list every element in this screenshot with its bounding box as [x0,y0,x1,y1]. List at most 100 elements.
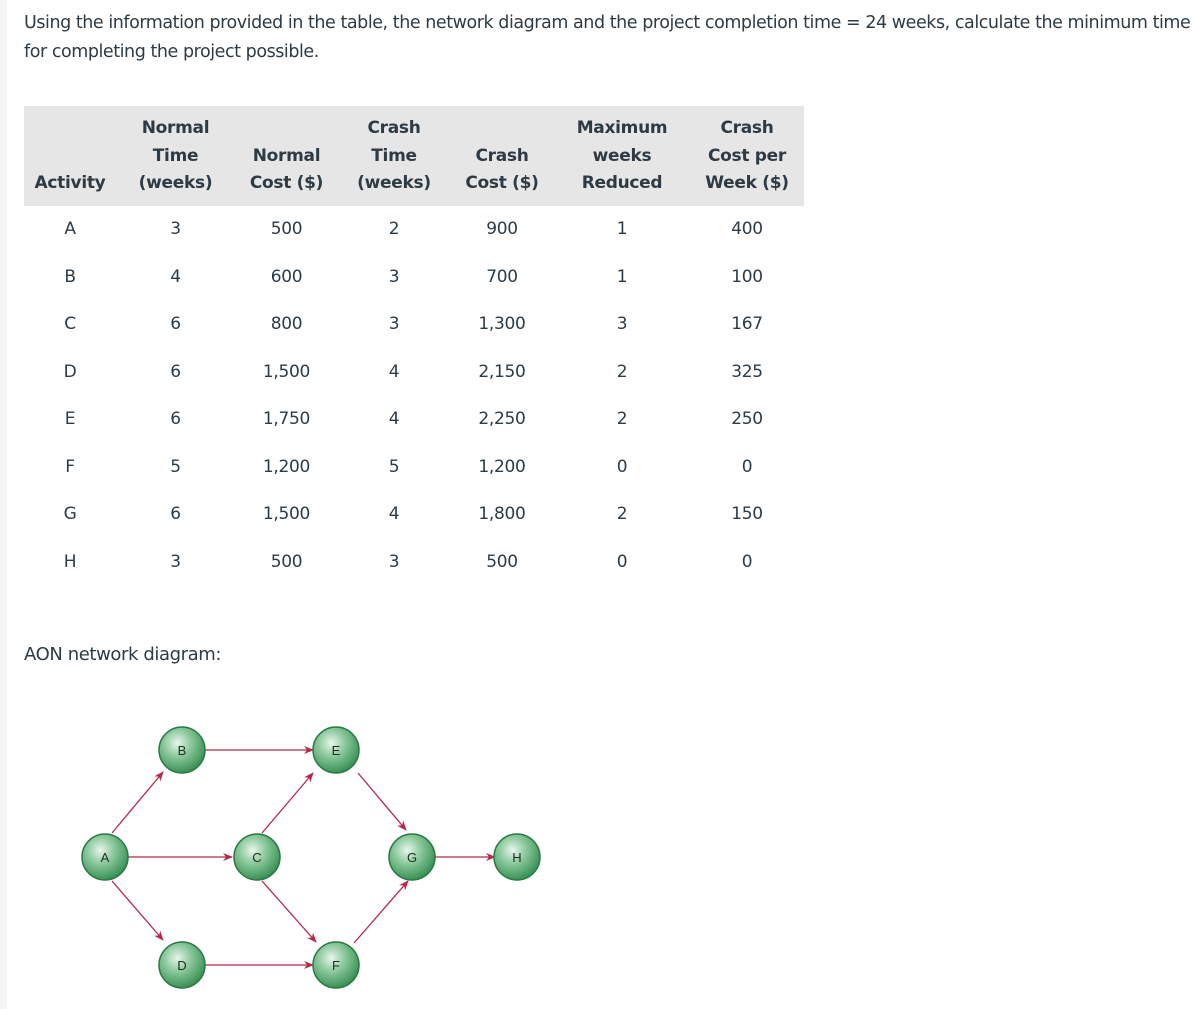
cell-normal-cost: 800 [270,314,303,335]
left-margin-strip [0,0,7,1009]
svg-text:G: G [407,850,417,865]
table-row: C 6 800 3 1,300 3 167 [24,301,804,349]
arrow-e-g [357,772,407,831]
table-row: G 6 1,500 4 1,800 2 150 [24,491,804,539]
cell-crash-time: 3 [388,551,400,572]
cell-crash-cost-per-week: 250 [731,409,763,430]
cell-crash-cost-per-week: 150 [731,504,763,525]
svg-text:E: E [332,743,341,758]
cell-crash-time: 3 [388,314,400,335]
cell-activity: C [64,314,76,335]
cell-normal-cost: 500 [270,219,303,240]
cell-normal-cost: 1,500 [262,361,311,382]
diagram-label: AON network diagram: [24,644,222,665]
cell-activity: D [63,361,77,382]
cell-crash-cost-per-week: 100 [731,266,763,287]
arrow-f-g [353,880,409,944]
cell-max-weeks-reduced: 1 [616,219,628,240]
header-normal-cost: Normal Cost ($) [249,145,324,194]
arrow-a-d [111,880,164,941]
table-row: E 6 1,750 4 2,250 2 250 [24,396,804,444]
cell-activity: B [64,266,76,287]
cell-max-weeks-reduced: 0 [616,456,628,477]
table-row: B 4 600 3 700 1 100 [24,253,804,301]
header-crash-cost: Crash Cost ($) [465,145,539,194]
arrow-c-e [261,772,314,834]
cell-crash-time: 4 [388,409,400,430]
cell-crash-time: 2 [388,219,400,240]
cell-max-weeks-reduced: 2 [616,361,628,382]
table-row: H 3 500 3 500 0 0 [24,538,804,586]
cell-normal-time: 5 [170,456,181,477]
svg-text:C: C [252,850,261,865]
cell-max-weeks-reduced: 2 [616,504,628,525]
cell-crash-cost: 900 [486,219,518,240]
svg-text:A: A [101,850,110,865]
table-header-row: Activity Normal Time (weeks) Normal Cost ($… [24,106,804,206]
node-g: G [388,833,436,881]
header-crash-time: Crash Time (weeks) [357,118,431,193]
table-row: A 3 500 2 900 1 400 [24,206,804,254]
cell-crash-cost: 2,250 [478,409,526,430]
svg-text:F: F [332,958,340,973]
node-a: A [81,833,129,881]
cell-crash-cost: 1,300 [478,314,526,335]
cell-normal-cost: 500 [270,551,303,572]
node-b: B [158,726,206,774]
header-activity: Activity [34,173,106,193]
cell-normal-cost: 600 [270,266,303,287]
cell-activity: F [65,456,75,477]
svg-text:B: B [178,743,187,758]
cell-crash-cost: 2,150 [478,361,526,382]
cell-normal-time: 4 [170,266,181,287]
cell-max-weeks-reduced: 2 [616,409,628,430]
node-c: C [233,833,281,881]
cell-normal-cost: 1,750 [262,409,311,430]
cell-normal-time: 6 [170,314,181,335]
cell-normal-time: 3 [170,219,181,240]
cell-crash-time: 4 [388,504,400,525]
cell-crash-cost-per-week: 325 [731,361,763,382]
header-crash-cost-per-week: Crash Cost per Week ($) [705,118,789,193]
node-h: H [493,833,541,881]
aon-network-diagram: A B C D E F G H [81,726,541,989]
cell-crash-cost: 500 [486,551,518,572]
node-e: E [312,726,360,774]
cell-crash-cost: 1,800 [478,504,526,525]
cell-activity: H [63,551,77,572]
cell-activity: G [63,504,77,525]
cell-max-weeks-reduced: 1 [616,266,628,287]
cell-normal-cost: 1,200 [262,456,311,477]
cell-crash-cost: 1,200 [478,456,526,477]
node-f: F [312,941,360,989]
cell-crash-time: 5 [388,456,400,477]
cell-crash-time: 3 [388,266,400,287]
table-row: F 5 1,200 5 1,200 0 0 [24,443,804,491]
cell-max-weeks-reduced: 3 [616,314,628,335]
cell-normal-time: 6 [170,504,181,525]
header-normal-time: Normal Time (weeks) [138,118,213,193]
arrows [111,746,496,969]
header-max-weeks-reduced: Maximum weeks Reduced [576,118,668,193]
cell-crash-cost-per-week: 0 [741,551,753,572]
cell-crash-cost-per-week: 0 [741,456,753,477]
cell-normal-time: 6 [170,361,181,382]
activity-table: Activity Normal Time (weeks) Normal Cost ($… [24,106,804,586]
cell-normal-time: 6 [170,409,181,430]
cell-crash-cost-per-week: 167 [731,314,763,335]
arrow-a-b [111,771,164,834]
cell-max-weeks-reduced: 0 [616,551,628,572]
svg-text:D: D [177,958,186,973]
cell-crash-cost: 700 [486,266,518,287]
question-text: Using the information provided in the ta… [24,13,1191,62]
cell-activity: E [64,409,76,430]
cell-crash-cost-per-week: 400 [731,219,763,240]
cell-normal-cost: 1,500 [262,504,311,525]
cell-activity: A [64,219,76,240]
svg-text:H: H [512,850,521,865]
table-row: D 6 1,500 4 2,150 2 325 [24,348,804,396]
cell-normal-time: 3 [170,551,181,572]
cell-crash-time: 4 [388,361,400,382]
arrow-c-f [261,880,317,943]
node-d: D [158,941,206,989]
